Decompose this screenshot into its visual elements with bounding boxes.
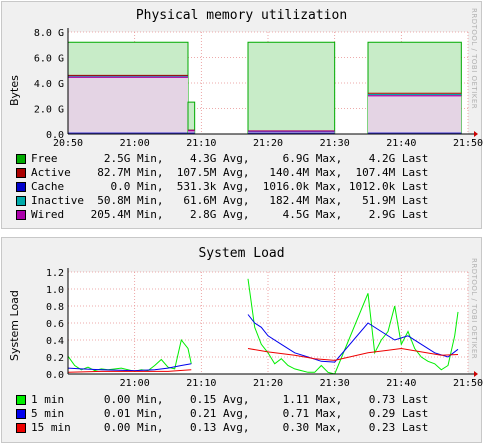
x-tick-label: 21:10: [186, 138, 216, 149]
legend-text: Free 2.5G Min, 4.3G Avg, 6.9G Max, 4.2G …: [31, 152, 429, 165]
legend-swatch: [16, 154, 26, 164]
y-tick-label: 8.0 G: [34, 28, 64, 39]
5-min-load-line: [67, 363, 192, 372]
memory-legend-row: Inactive 50.8M Min, 61.6M Avg, 182.4M Ma…: [16, 194, 428, 208]
y-tick-label: 1.0: [46, 285, 64, 296]
y-tick-label: 6.0 G: [34, 54, 64, 65]
legend-text: Cache 0.0 Min, 531.3k Avg, 1016.0k Max, …: [31, 180, 429, 193]
legend-swatch: [16, 395, 26, 405]
free-line: [247, 41, 336, 134]
wired-area: [368, 95, 462, 134]
load-legend-row: 1 min 0.00 Min, 0.15 Avg, 1.11 Max, 0.73…: [16, 393, 428, 407]
x-tick-label: 21:50: [453, 378, 483, 389]
memory-chart-plot: 0.0 2.0 G 4.0 G 6.0 G 8.0 G 20:50 21:00 21:10 21…: [34, 28, 483, 149]
memory-legend-row: Cache 0.0 Min, 531.3k Avg, 1016.0k Max, …: [16, 180, 428, 194]
load-chart-panel: System Load System Load RRDTOOL / TOBI O…: [1, 237, 483, 443]
legend-text: 5 min 0.01 Min, 0.21 Avg, 0.71 Max, 0.29…: [31, 407, 429, 420]
wired-area: [188, 130, 195, 134]
1-min-load-line: [247, 278, 459, 375]
y-tick-label: 4.0 G: [34, 79, 64, 90]
15-min-load-line: [67, 369, 192, 373]
free-line: [367, 41, 462, 134]
legend-swatch: [16, 182, 26, 192]
x-tick-label: 21:30: [320, 378, 350, 389]
y-tick-label: 0.8: [46, 302, 64, 313]
15-min-load-line: [247, 347, 459, 361]
free-area: [188, 102, 195, 134]
x-tick-label: 21:00: [120, 378, 150, 389]
load-legend-row: 5 min 0.01 Min, 0.21 Avg, 0.71 Max, 0.29…: [16, 407, 428, 421]
x-axis-arrow: [474, 371, 478, 377]
y-tick-label: 0.0: [46, 130, 64, 141]
free-area: [248, 42, 335, 135]
x-tick-label: 21:10: [186, 378, 216, 389]
legend-swatch: [16, 210, 26, 220]
legend-text: 15 min 0.00 Min, 0.13 Avg, 0.30 Max, 0.2…: [31, 421, 429, 434]
y-tick-label: 0.0: [46, 370, 64, 381]
free-line: [187, 101, 196, 134]
legend-swatch: [16, 423, 26, 433]
memory-legend: Free 2.5G Min, 4.3G Avg, 6.9G Max, 4.2G …: [16, 152, 428, 222]
wired-area: [68, 77, 188, 134]
x-tick-label: 21:20: [253, 378, 283, 389]
x-tick-label: 21:00: [120, 138, 150, 149]
memory-legend-row: Wired 205.4M Min, 2.8G Avg, 4.5G Max, 2.…: [16, 208, 428, 222]
x-tick-label: 21:30: [320, 138, 350, 149]
x-tick-label: 21:20: [253, 138, 283, 149]
x-tick-label: 20:50: [53, 138, 83, 149]
load-legend: 1 min 0.00 Min, 0.15 Avg, 1.11 Max, 0.73…: [16, 393, 428, 435]
y-tick-label: 0.4: [46, 336, 64, 347]
memory-chart-title: Physical memory utilization: [135, 8, 348, 23]
memory-chart-panel: Physical memory utilization Bytes RRDTOO…: [1, 1, 483, 229]
legend-text: 1 min 0.00 Min, 0.15 Avg, 1.11 Max, 0.73…: [31, 393, 429, 406]
x-tick-label: 21:40: [386, 138, 416, 149]
legend-swatch: [16, 196, 26, 206]
memory-legend-row: Free 2.5G Min, 4.3G Avg, 6.9G Max, 4.2G …: [16, 152, 428, 166]
legend-text: Wired 205.4M Min, 2.8G Avg, 4.5G Max, 2.…: [31, 208, 429, 221]
load-legend-row: 15 min 0.00 Min, 0.13 Avg, 0.30 Max, 0.2…: [16, 421, 428, 435]
y-tick-label: 0.6: [46, 319, 64, 330]
memory-legend-row: Active 82.7M Min, 107.5M Avg, 140.4M Max…: [16, 166, 428, 180]
legend-text: Inactive 50.8M Min, 61.6M Avg, 182.4M Ma…: [31, 194, 429, 207]
wired-area: [248, 131, 335, 134]
load-chart-plot: 0.0 0.2 0.4 0.6 0.8 1.0 1.2 21:00 21:10 21:20 21:3…: [46, 268, 483, 389]
y-tick-label: 1.2: [46, 268, 64, 279]
legend-swatch: [16, 168, 26, 178]
y-tick-label: 0.2: [46, 353, 64, 364]
legend-swatch: [16, 409, 26, 419]
5-min-load-line: [247, 314, 459, 363]
y-tick-label: 2.0 G: [34, 105, 64, 116]
x-tick-label: 21:50: [453, 138, 483, 149]
x-tick-label: 21:40: [386, 378, 416, 389]
legend-text: Active 82.7M Min, 107.5M Avg, 140.4M Max…: [31, 166, 429, 179]
x-axis-arrow: [474, 131, 478, 137]
load-chart-title: System Load: [198, 246, 285, 261]
